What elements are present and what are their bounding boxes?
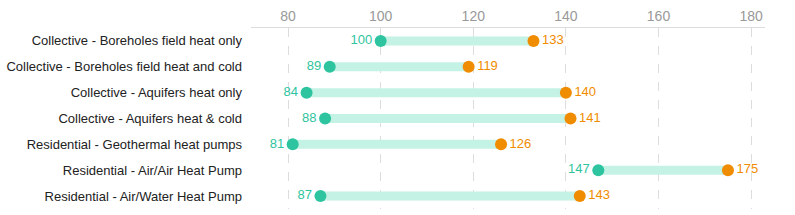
svg-text:89: 89 <box>307 58 321 73</box>
svg-text:Collective - Aquifers heat & c: Collective - Aquifers heat & cold <box>58 111 242 126</box>
svg-text:100: 100 <box>350 32 372 47</box>
svg-text:120: 120 <box>462 8 486 24</box>
svg-text:Collective - Boreholes field h: Collective - Boreholes field heat only <box>32 33 243 48</box>
svg-text:126: 126 <box>510 136 532 151</box>
svg-text:143: 143 <box>588 187 610 202</box>
svg-text:133: 133 <box>542 32 564 47</box>
svg-text:100: 100 <box>369 8 393 24</box>
svg-text:119: 119 <box>477 58 498 73</box>
svg-text:80: 80 <box>280 8 296 24</box>
svg-text:140: 140 <box>554 8 578 24</box>
svg-text:160: 160 <box>647 8 671 24</box>
svg-text:175: 175 <box>736 161 758 176</box>
svg-text:87: 87 <box>297 187 311 202</box>
svg-text:147: 147 <box>568 161 590 176</box>
svg-text:140: 140 <box>574 84 596 99</box>
svg-text:Collective - Boreholes field h: Collective - Boreholes field heat and co… <box>6 59 242 74</box>
svg-text:Collective - Aquifers heat onl: Collective - Aquifers heat only <box>71 85 243 100</box>
svg-text:81: 81 <box>270 136 284 151</box>
svg-text:Residential - Air/Water Heat P: Residential - Air/Water Heat Pump <box>45 189 242 204</box>
svg-text:141: 141 <box>579 110 601 125</box>
svg-text:Residential - Air/Air Heat Pum: Residential - Air/Air Heat Pump <box>63 163 242 178</box>
svg-text:180: 180 <box>739 8 763 24</box>
svg-text:88: 88 <box>302 110 316 125</box>
svg-text:84: 84 <box>284 84 298 99</box>
svg-text:Residential - Geothermal heat: Residential - Geothermal heat pumps <box>27 137 243 152</box>
